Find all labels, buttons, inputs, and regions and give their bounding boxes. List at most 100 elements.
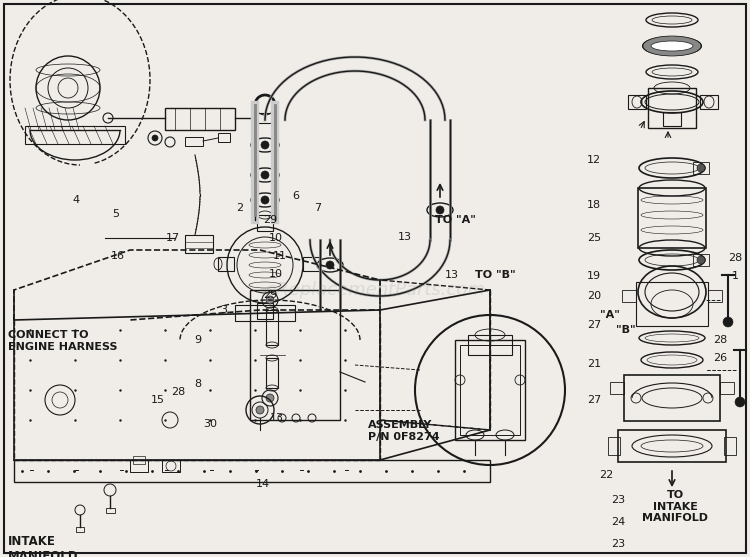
Text: eReplacementParts.com: eReplacementParts.com <box>265 281 485 299</box>
Bar <box>257 303 273 319</box>
Text: 13: 13 <box>270 413 284 423</box>
Bar <box>257 215 273 231</box>
Bar <box>693 254 709 266</box>
Bar <box>165 108 235 130</box>
Text: 9: 9 <box>194 335 202 345</box>
Circle shape <box>697 256 705 264</box>
Text: 17: 17 <box>166 233 180 243</box>
Ellipse shape <box>643 36 701 56</box>
Text: TO
INTAKE
MANIFOLD: TO INTAKE MANIFOLD <box>642 490 708 523</box>
Bar <box>648 88 696 128</box>
Bar <box>468 335 512 355</box>
Text: 14: 14 <box>256 479 270 489</box>
Text: 30: 30 <box>203 419 217 429</box>
Bar <box>608 437 620 455</box>
Text: 22: 22 <box>598 470 613 480</box>
Text: 28: 28 <box>728 253 742 263</box>
Text: TO "A": TO "A" <box>435 215 476 225</box>
Bar <box>628 95 646 109</box>
Text: 7: 7 <box>314 203 322 213</box>
Text: 24: 24 <box>610 517 626 527</box>
Text: 13: 13 <box>398 232 412 242</box>
Bar <box>162 460 180 472</box>
Bar <box>624 375 720 421</box>
Circle shape <box>266 296 274 304</box>
Text: 6: 6 <box>292 191 299 201</box>
Bar <box>235 305 295 321</box>
Text: 11: 11 <box>273 251 287 261</box>
Bar <box>106 508 115 513</box>
Circle shape <box>266 394 274 402</box>
Text: CONNECT TO
ENGINE HARNESS: CONNECT TO ENGINE HARNESS <box>8 330 118 351</box>
Bar <box>218 257 234 271</box>
Circle shape <box>436 206 444 214</box>
Text: 21: 21 <box>587 359 601 369</box>
Text: 4: 4 <box>73 195 80 205</box>
Text: 16: 16 <box>111 251 125 261</box>
Text: 27: 27 <box>586 320 602 330</box>
Bar <box>638 188 706 248</box>
Text: 1: 1 <box>731 271 739 281</box>
Bar <box>622 290 636 302</box>
Text: 20: 20 <box>587 291 601 301</box>
Bar <box>610 382 624 394</box>
Text: 23: 23 <box>611 539 625 549</box>
Bar <box>693 162 709 174</box>
Text: 25: 25 <box>587 233 601 243</box>
Bar <box>218 133 230 142</box>
Bar <box>25 126 125 144</box>
Circle shape <box>261 171 269 179</box>
Circle shape <box>256 406 264 414</box>
Bar <box>460 345 520 435</box>
Bar <box>700 95 718 109</box>
Text: 29: 29 <box>262 215 278 225</box>
Text: 8: 8 <box>194 379 202 389</box>
Text: "B": "B" <box>616 325 635 335</box>
Circle shape <box>326 261 334 269</box>
Circle shape <box>723 317 733 327</box>
Text: 27: 27 <box>586 395 602 405</box>
Bar <box>130 460 148 472</box>
Text: 3: 3 <box>220 305 227 315</box>
Bar <box>455 340 525 440</box>
Bar <box>255 113 273 123</box>
Bar <box>618 430 726 462</box>
Text: TO "B": TO "B" <box>475 270 516 280</box>
Text: 15: 15 <box>151 395 165 405</box>
Text: 18: 18 <box>587 200 601 210</box>
Circle shape <box>735 397 745 407</box>
Bar <box>708 290 722 302</box>
Text: 13: 13 <box>445 270 459 280</box>
Bar <box>663 112 681 126</box>
Bar <box>266 358 278 388</box>
Text: ASSEMBLY
P/N 0F8274: ASSEMBLY P/N 0F8274 <box>368 420 440 442</box>
Text: 2: 2 <box>236 203 244 213</box>
Text: 23: 23 <box>611 495 625 505</box>
Bar <box>185 137 203 146</box>
Text: INTAKE
MANIFOLD: INTAKE MANIFOLD <box>8 535 79 557</box>
Bar <box>14 460 490 482</box>
Text: 19: 19 <box>587 271 601 281</box>
Circle shape <box>152 135 158 141</box>
Text: 28: 28 <box>712 335 727 345</box>
Bar <box>636 282 708 326</box>
Bar <box>133 456 145 464</box>
Bar <box>266 310 278 345</box>
Bar <box>303 257 319 271</box>
Circle shape <box>261 196 269 204</box>
Bar <box>720 382 734 394</box>
Text: 26: 26 <box>713 353 727 363</box>
Bar <box>724 437 736 455</box>
Circle shape <box>261 141 269 149</box>
Text: "A": "A" <box>600 310 619 320</box>
Text: 29: 29 <box>262 290 278 300</box>
Text: 10: 10 <box>269 233 283 243</box>
Circle shape <box>697 164 705 172</box>
Text: 10: 10 <box>269 269 283 279</box>
Bar <box>250 290 340 420</box>
Text: 28: 28 <box>171 387 185 397</box>
Text: 5: 5 <box>112 209 119 219</box>
Ellipse shape <box>651 41 693 51</box>
Text: 12: 12 <box>587 155 601 165</box>
Bar <box>185 235 213 253</box>
